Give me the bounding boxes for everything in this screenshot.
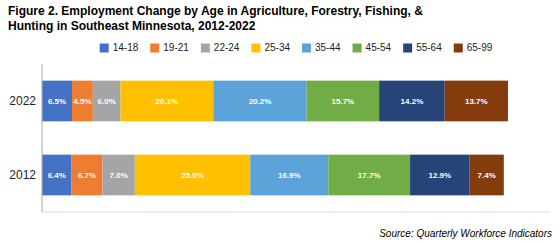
data-label: 14.2% <box>401 97 424 106</box>
legend-swatch <box>353 44 362 53</box>
bar-segment <box>470 155 504 196</box>
bar-segment <box>379 81 445 122</box>
bar-segment <box>93 81 121 122</box>
legend: 14-18 19-21 22-24 25-34 35-44 45-54 55-64 65-99 <box>100 42 493 53</box>
legend-item: 55-64 <box>403 42 442 53</box>
data-label: 20.2% <box>249 97 272 106</box>
legend-item: 25-34 <box>251 42 290 53</box>
bar-segment <box>121 81 214 122</box>
annotation: Source: Quarterly Workforce Indicators <box>379 228 552 239</box>
legend-label: 25-34 <box>264 42 290 53</box>
legend-item: 65-99 <box>454 42 493 53</box>
legend-swatch <box>403 44 412 53</box>
bar-segment <box>445 81 508 122</box>
legend-swatch <box>454 44 463 53</box>
legend-swatch <box>150 44 159 53</box>
bar-segment <box>410 155 470 196</box>
x-axis-line <box>42 212 550 213</box>
legend-swatch <box>251 44 260 53</box>
bar-segment <box>307 81 380 122</box>
data-label: 12.9% <box>429 171 452 180</box>
bar-segment <box>250 155 328 196</box>
data-label: 7.0% <box>110 171 128 180</box>
legend-label: 19-21 <box>163 42 189 53</box>
data-labels: 6.5% 4.5% 6.0% 20.1% 20.2% 15.7% 14.2% 13.7% 6.4… <box>48 97 496 180</box>
legend-label: 45-54 <box>366 42 392 53</box>
data-label: 15.7% <box>332 97 355 106</box>
data-label: 7.4% <box>478 171 496 180</box>
data-label: 6.0% <box>98 97 116 106</box>
title: Figure 2. Employment Change by Age in Ag… <box>8 4 423 18</box>
legend-label: 14-18 <box>113 42 139 53</box>
bar-segment <box>42 155 72 196</box>
legend-label: 35-44 <box>315 42 341 53</box>
y-tick-label: 2022 <box>9 94 36 108</box>
legend-item: 35-44 <box>302 42 341 53</box>
data-label: 20.1% <box>156 97 179 106</box>
bar-segment <box>42 81 72 122</box>
bar-segment <box>72 155 103 196</box>
subtitle: Hunting in Southeast Minnesota, 2012-202… <box>8 19 256 33</box>
data-label: 6.7% <box>78 171 96 180</box>
bar-segment <box>72 81 93 122</box>
bar-segment <box>135 155 250 196</box>
data-label: 16.9% <box>278 171 301 180</box>
data-label: 17.7% <box>358 171 381 180</box>
legend-swatch <box>302 44 311 53</box>
bar-segment <box>213 81 306 122</box>
legend-label: 55-64 <box>416 42 442 53</box>
legend-item: 14-18 <box>100 42 139 53</box>
data-label: 25.0% <box>181 171 204 180</box>
data-label: 4.5% <box>73 97 91 106</box>
legend-item: 45-54 <box>353 42 392 53</box>
bar-segment <box>102 155 134 196</box>
y-tick-label: 2012 <box>9 168 36 182</box>
data-label: 13.7% <box>465 97 488 106</box>
data-label: 6.4% <box>48 171 66 180</box>
legend-swatch <box>201 44 210 53</box>
chart: Figure 2. Employment Change by Age in Ag… <box>0 0 560 243</box>
legend-label: 22-24 <box>214 42 240 53</box>
bars <box>42 81 508 196</box>
legend-item: 22-24 <box>201 42 240 53</box>
legend-label: 65-99 <box>467 42 493 53</box>
legend-swatch <box>100 44 109 53</box>
data-label: 6.5% <box>48 97 66 106</box>
y-axis-line <box>42 64 43 212</box>
bar-segment <box>328 155 410 196</box>
legend-item: 19-21 <box>150 42 189 53</box>
